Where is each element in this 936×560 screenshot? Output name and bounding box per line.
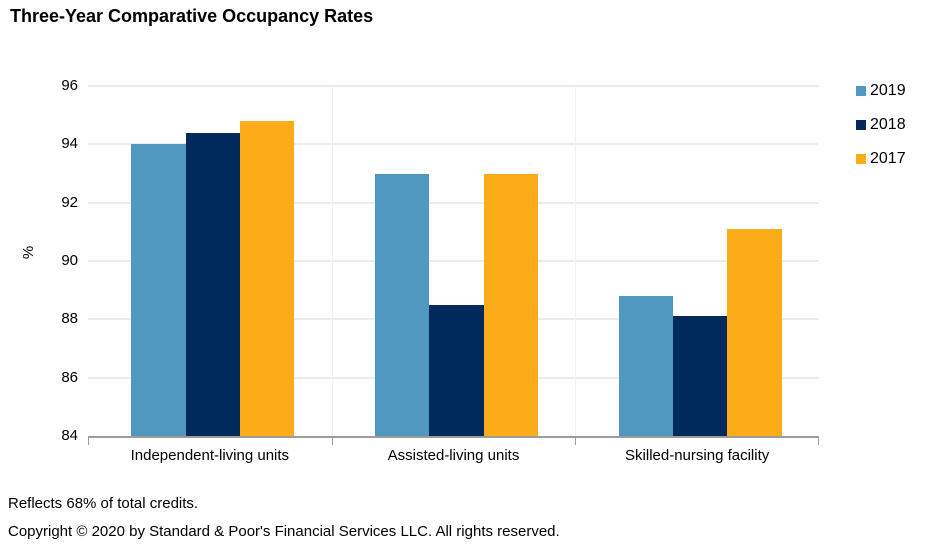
bar-2019-independent-living-units <box>131 144 186 436</box>
legend-item-2018: 2018 <box>856 116 906 134</box>
gridline-96 <box>88 85 819 87</box>
bar-group-independent-living-units <box>88 86 332 436</box>
gridline-92 <box>88 201 819 204</box>
gridline-94 <box>88 143 819 146</box>
legend-label-2019: 2019 <box>870 82 906 99</box>
category-boundary-line <box>331 86 333 436</box>
bar-2017-assisted-living-units <box>483 173 539 436</box>
bar-group-skilled-nursing-facility <box>575 86 819 436</box>
bar-2017-skilled-nursing-facility <box>727 228 782 436</box>
footnote-credits: Reflects 68% of total credits. <box>8 495 199 512</box>
x-category-label-skilled-nursing-facility: Skilled-nursing facility <box>625 447 770 464</box>
legend-swatch-2018 <box>856 120 866 130</box>
category-boundary-line <box>575 86 577 436</box>
y-tick-label-90: 90 <box>61 252 78 269</box>
legend-item-2017: 2017 <box>856 150 906 168</box>
bar-2017-independent-living-units <box>240 121 295 436</box>
bar-2019-assisted-living-units <box>375 173 430 436</box>
gridline-90 <box>88 260 819 262</box>
x-axis-tick <box>88 438 89 445</box>
legend-label-2017: 2017 <box>870 150 906 167</box>
y-tick-label-92: 92 <box>61 193 78 211</box>
legend-label-2018: 2018 <box>870 116 906 133</box>
y-tick-label-94: 94 <box>61 135 78 153</box>
y-tick-label-88: 88 <box>61 310 78 328</box>
bar-2019-skilled-nursing-facility <box>618 296 674 436</box>
bar-2018-skilled-nursing-facility <box>673 316 728 436</box>
bar-2018-assisted-living-units <box>429 304 484 436</box>
y-tick-label-86: 86 <box>61 368 78 386</box>
footnote-copyright: Copyright © 2020 by Standard & Poor's Fi… <box>8 523 560 540</box>
legend: 2019 2018 2017 <box>856 82 906 184</box>
x-category-label-independent-living-units: Independent-living units <box>130 447 290 464</box>
x-axis-tick <box>331 438 333 445</box>
x-axis-tick <box>575 438 577 445</box>
legend-item-2019: 2019 <box>856 82 906 100</box>
y-tick-label-84: 84 <box>61 427 78 444</box>
plot-area <box>88 85 819 445</box>
x-axis-tick <box>818 438 819 445</box>
y-tick-label-96: 96 <box>61 77 78 94</box>
legend-swatch-2019 <box>856 86 866 96</box>
bar-group-assisted-living-units <box>332 86 576 436</box>
legend-swatch-2017 <box>856 154 866 164</box>
x-category-label-assisted-living-units: Assisted-living units <box>387 447 520 464</box>
bar-2018-independent-living-units <box>185 132 241 436</box>
chart-title: Three-Year Comparative Occupancy Rates <box>10 6 374 26</box>
